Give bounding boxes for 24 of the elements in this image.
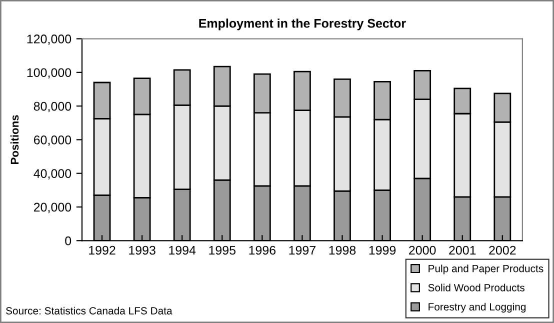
- x-tick-label: 2002: [489, 246, 516, 255]
- y-tick-label: 40,000: [34, 169, 72, 180]
- x-tick-label: 1993: [129, 246, 156, 255]
- chart-title: Employment in the Forestry Sector: [199, 18, 406, 30]
- x-tick-label: 2000: [409, 246, 436, 255]
- x-tick-label: 1997: [289, 246, 316, 255]
- legend-label: Solid Wood Products: [428, 284, 524, 292]
- x-tick-label: 1995: [209, 246, 236, 255]
- y-tick-label: 120,000: [27, 34, 72, 45]
- source-note: Source: Statistics Canada LFS Data: [6, 306, 172, 314]
- x-tick-label: 2001: [449, 246, 476, 255]
- x-tick-label: 1992: [89, 246, 116, 255]
- x-tick-label: 1998: [329, 246, 356, 255]
- x-tick-label: 1999: [369, 246, 396, 255]
- y-tick-label: 80,000: [34, 102, 72, 112]
- y-tick-label: 60,000: [34, 136, 72, 146]
- x-tick-label: 1994: [169, 246, 196, 255]
- y-axis-title: Positions: [10, 115, 19, 164]
- y-tick-label: 100,000: [27, 68, 72, 79]
- y-tick-label: 0: [65, 236, 72, 246]
- y-tick-label: 20,000: [34, 202, 72, 214]
- legend-label: Forestry and Logging: [428, 302, 526, 313]
- legend-label: Pulp and Paper Products: [428, 264, 544, 274]
- x-tick-label: 1996: [249, 246, 276, 255]
